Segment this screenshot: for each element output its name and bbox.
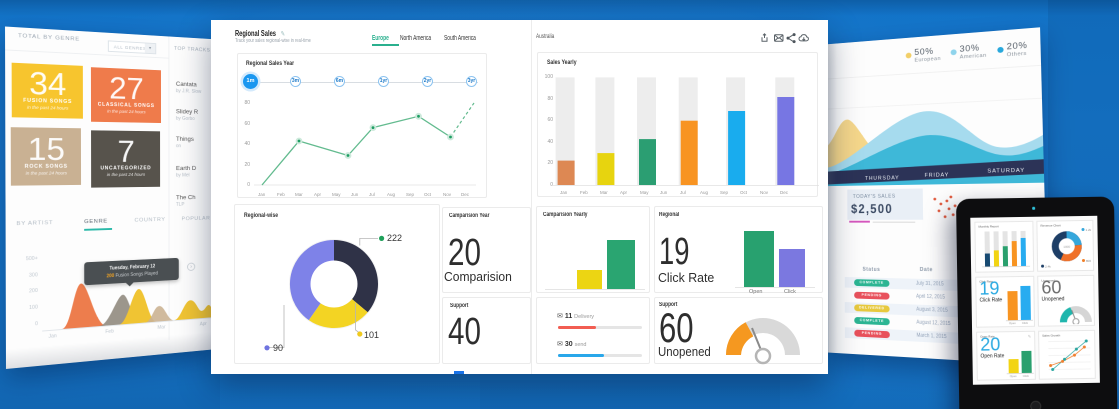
svg-text:1000: 1000 bbox=[1063, 244, 1070, 248]
